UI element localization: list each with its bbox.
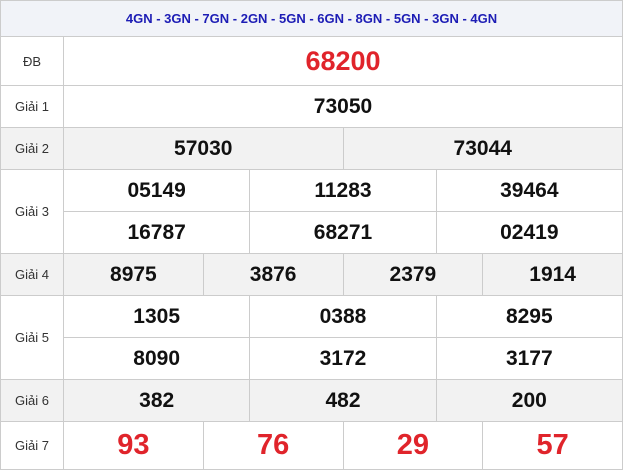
prize-number: 482	[249, 380, 435, 421]
number-row: 382 482 200	[64, 380, 622, 421]
prize-number: 76	[202, 422, 343, 469]
prize-label: Giải 1	[1, 86, 64, 127]
prize-label: Giải 6	[1, 380, 64, 421]
prize-number: 3172	[249, 338, 435, 379]
number-row: 05149 11283 39464	[64, 170, 622, 211]
prize-numbers: 05149 11283 39464 16787 68271 02419	[64, 170, 622, 253]
prize-label: Giải 7	[1, 422, 64, 469]
number-row: 1305 0388 8295	[64, 296, 622, 337]
prize-number: 02419	[435, 212, 622, 253]
prize-number: 1914	[482, 254, 622, 295]
prize-row: Giải 5 1305 0388 8295 8090 3172 3177	[1, 295, 622, 379]
prize-number: 73044	[342, 128, 623, 169]
prize-numbers: 93 76 29 57	[64, 422, 622, 469]
prize-number: 382	[139, 388, 175, 412]
prize-number: 68271	[249, 212, 435, 253]
prize-number: 05149	[127, 178, 186, 202]
header-row: 4GN - 3GN - 7GN - 2GN - 5GN - 6GN - 8GN …	[1, 1, 622, 36]
prize-numbers: 73050	[64, 86, 622, 127]
prize-number: 73050	[313, 94, 373, 118]
prize-row: Giải 6 382 482 200	[1, 379, 622, 421]
number-row: 68200	[64, 37, 622, 85]
prize-number: 200	[435, 380, 622, 421]
prize-number: 57030	[174, 136, 233, 160]
prize-label: Giải 3	[1, 170, 64, 253]
prize-row: Giải 7 93 76 29 57	[1, 421, 622, 469]
number-row: 73050	[64, 86, 622, 127]
number-row: 16787 68271 02419	[64, 211, 622, 253]
prize-numbers: 1305 0388 8295 8090 3172 3177	[64, 296, 622, 379]
prize-label: Giải 5	[1, 296, 64, 379]
prize-row: Giải 4 8975 3876 2379 1914	[1, 253, 622, 295]
prize-row: Giải 2 57030 73044	[1, 127, 622, 169]
prize-row: ĐB 68200	[1, 36, 622, 85]
prize-row: Giải 3 05149 11283 39464 16787 68271 02419	[1, 169, 622, 253]
number-row: 8090 3172 3177	[64, 337, 622, 379]
prize-numbers: 382 482 200	[64, 380, 622, 421]
prize-numbers: 68200	[64, 37, 622, 85]
prize-number: 93	[117, 429, 150, 461]
prize-numbers: 8975 3876 2379 1914	[64, 254, 622, 295]
prize-number: 3177	[435, 338, 622, 379]
prize-number: 11283	[249, 170, 435, 211]
prize-number: 8090	[133, 346, 181, 370]
prize-label: Giải 4	[1, 254, 64, 295]
number-row: 57030 73044	[64, 128, 622, 169]
prize-number: 16787	[127, 220, 186, 244]
prize-number: 68200	[305, 45, 381, 76]
prize-row: Giải 1 73050	[1, 85, 622, 127]
prize-number: 3876	[202, 254, 343, 295]
number-row: 8975 3876 2379 1914	[64, 254, 622, 295]
prize-number: 0388	[249, 296, 435, 337]
prize-label: ĐB	[1, 37, 64, 85]
prize-number: 39464	[435, 170, 622, 211]
number-row: 93 76 29 57	[64, 422, 622, 469]
prize-number: 8295	[435, 296, 622, 337]
prize-number: 29	[342, 422, 483, 469]
prize-label: Giải 2	[1, 128, 64, 169]
prize-number: 1305	[133, 304, 181, 328]
prize-number: 57	[482, 422, 622, 469]
prize-number: 8975	[110, 262, 157, 286]
prize-number: 2379	[342, 254, 483, 295]
prize-numbers: 57030 73044	[64, 128, 622, 169]
